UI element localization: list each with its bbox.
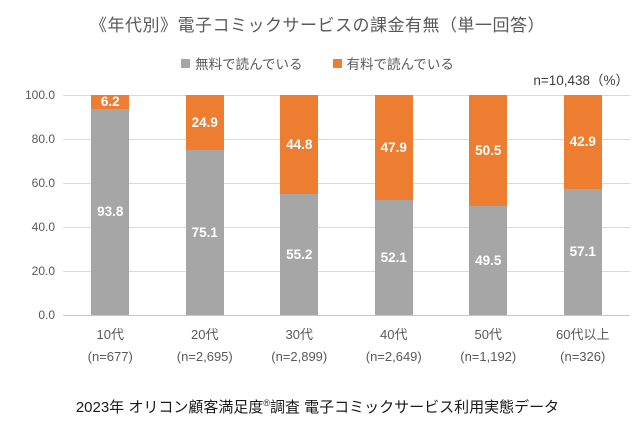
bar-segment: 42.9 (563, 95, 602, 190)
bar-value-label: 52.1 (380, 249, 407, 265)
x-category-label: 50代 (n=1,192) (441, 327, 536, 365)
bar-segment: 55.2 (280, 193, 319, 315)
source-footer-pre: 2023年 オリコン顧客満足度 (75, 399, 264, 416)
bar-value-label: 75.1 (191, 224, 218, 240)
source-footer-post: 調査 電子コミックサービス利用実態データ (270, 399, 560, 416)
x-category-label: 10代 (n=677) (63, 327, 158, 365)
bar-value-label: 57.1 (569, 244, 596, 260)
stacked-bar: 42.9 57.1 (563, 95, 602, 315)
x-category-name: 10代 (96, 327, 124, 342)
bar-segment: 50.5 (469, 95, 508, 207)
legend: 無料で読んでいる 有料で読んでいる (0, 53, 635, 73)
x-category-count: (n=326) (560, 349, 606, 364)
x-category-label: 20代 (n=2,695) (158, 327, 253, 365)
legend-item-paid: 有料で読んでいる (332, 53, 454, 73)
gridline (63, 139, 630, 140)
gridline (63, 95, 630, 96)
bar-value-label: 47.9 (380, 139, 407, 155)
stacked-bar: 47.9 52.1 (374, 95, 413, 315)
legend-swatch-paid-icon (332, 58, 342, 68)
x-category-name: 40代 (380, 327, 408, 342)
gridline (63, 183, 630, 184)
y-axis: 100.0 80.0 60.0 40.0 20.0 0.0 (0, 88, 55, 322)
gridline (63, 315, 630, 316)
bar-segment: 47.9 (374, 95, 413, 201)
bar-value-label: 24.9 (191, 114, 218, 130)
y-tick-label: 40.0 (31, 220, 55, 234)
x-category-label: 60代以上 (n=326) (536, 327, 631, 365)
x-category-name: 50代 (474, 327, 502, 342)
x-category-name: 30代 (285, 327, 313, 342)
x-category-name: 20代 (191, 327, 219, 342)
x-category-count: (n=1,192) (460, 349, 517, 364)
sample-size-label: n=10,438（%） (533, 73, 629, 88)
bar-value-label: 93.8 (97, 204, 124, 220)
gridline (63, 227, 630, 228)
bar-segment: 52.1 (374, 200, 413, 315)
stacked-bar: 44.8 55.2 (280, 95, 319, 315)
x-category-count: (n=2,899) (271, 349, 328, 364)
bar-segment: 49.5 (469, 206, 508, 315)
bar-value-label: 44.8 (286, 136, 313, 152)
bar-value-label: 50.5 (475, 142, 502, 158)
stacked-bar: 24.9 75.1 (185, 95, 224, 315)
gridline (63, 271, 630, 272)
y-tick-label: 20.0 (31, 264, 55, 278)
legend-label-free: 無料で読んでいる (195, 57, 303, 72)
y-tick-label: 0.0 (38, 308, 55, 322)
bar-segment: 6.2 (91, 94, 130, 110)
x-category-count: (n=2,649) (365, 349, 422, 364)
chart-title: 《年代別》電子コミックサービスの課金有無（単一回答） (90, 16, 545, 35)
bar-value-label: 6.2 (100, 94, 120, 110)
bar-value-label: 42.9 (569, 134, 596, 150)
y-tick-label: 60.0 (31, 176, 55, 190)
x-category-label: 40代 (n=2,649) (347, 327, 442, 365)
source-footer: 2023年 オリコン顧客満足度®調査 電子コミックサービス利用実態データ (0, 396, 635, 417)
stacked-bar: 50.5 49.5 (469, 95, 508, 315)
bar-segment: 57.1 (563, 189, 602, 315)
legend-label-paid: 有料で読んでいる (346, 57, 454, 72)
x-category-count: (n=2,695) (176, 349, 233, 364)
bar-value-label: 49.5 (475, 252, 502, 268)
bar-segment: 93.8 (91, 108, 130, 315)
stacked-bar: 6.2 93.8 (91, 94, 130, 315)
bar-segment: 44.8 (280, 95, 319, 194)
bar-segment: 75.1 (185, 149, 224, 315)
y-tick-label: 100.0 (24, 88, 55, 102)
legend-swatch-free-icon (181, 58, 191, 68)
registered-mark: ® (263, 398, 270, 408)
plot-area: 6.2 93.8 24.9 75.1 44.8 55.2 47.9 52.1 50.5 49.5 4… (63, 94, 630, 316)
x-category-label: 30代 (n=2,899) (252, 327, 347, 365)
legend-item-free: 無料で読んでいる (181, 53, 303, 73)
bar-segment: 24.9 (185, 95, 224, 150)
bar-value-label: 55.2 (286, 246, 313, 262)
x-category-count: (n=677) (87, 349, 133, 364)
x-category-name: 60代以上 (556, 327, 610, 342)
x-axis: 10代 (n=677) 20代 (n=2,695) 30代 (n=2,899) 40代 (n=… (63, 327, 630, 373)
y-tick-label: 80.0 (31, 132, 55, 146)
